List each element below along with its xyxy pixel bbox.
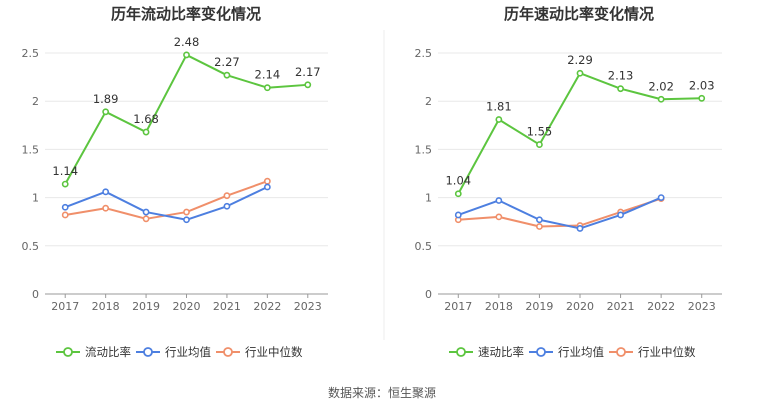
- chart-panel-quick-ratio: 历年速动比率变化情况 0 0.5 1 1.5 2 2.5 2017 2018 2019 2020 20…: [415, 5, 722, 359]
- data-point: [102, 204, 110, 212]
- data-point: [263, 177, 271, 185]
- data-point: [102, 188, 110, 196]
- data-point: [576, 225, 584, 232]
- legend-marker: [223, 347, 233, 357]
- y-tick-label: 0.5: [22, 240, 40, 253]
- x-tick-label: 2022: [647, 300, 675, 313]
- data-point: [61, 203, 69, 211]
- x-tick-label: 2019: [132, 300, 160, 313]
- data-point: [617, 211, 624, 219]
- data-label: 2.02: [648, 79, 674, 93]
- x-tick-label: 2017: [444, 300, 472, 313]
- data-point: [536, 223, 543, 230]
- legend-label: 流动比率: [85, 345, 131, 359]
- data-source-text: 数据来源：恒生聚源: [328, 385, 436, 400]
- y-tick-label: 0: [32, 288, 39, 301]
- data-point: [183, 51, 190, 59]
- x-tick-label: 2017: [51, 300, 79, 313]
- x-tick-label: 2018: [485, 300, 513, 313]
- data-point: [263, 84, 271, 92]
- data-point: [223, 71, 231, 79]
- series-line: [457, 196, 662, 230]
- data-label: 2.13: [608, 69, 634, 83]
- y-tick-label: 1.5: [415, 143, 433, 156]
- data-point: [657, 95, 665, 103]
- series-line: [64, 186, 268, 221]
- legend-marker: [616, 347, 626, 357]
- legend-label: 行业均值: [558, 345, 604, 359]
- y-tick-label: 2.5: [415, 47, 433, 60]
- y-tick-label: 2: [32, 95, 39, 108]
- chart-title: 历年速动比率变化情况: [504, 5, 654, 23]
- legend-label: 行业均值: [165, 345, 211, 359]
- legend-label: 行业中位数: [245, 345, 303, 359]
- y-tick-label: 2.5: [22, 47, 40, 60]
- data-point: [223, 202, 231, 210]
- x-tick-label: 2023: [688, 300, 716, 313]
- data-point: [102, 108, 110, 116]
- x-tick-label: 2022: [253, 300, 281, 313]
- data-point: [61, 211, 69, 219]
- data-point: [576, 69, 584, 77]
- legend-marker: [456, 347, 466, 357]
- x-tick-label: 2020: [566, 300, 594, 313]
- data-point: [142, 208, 150, 216]
- y-tick-label: 1: [32, 192, 39, 205]
- data-point: [657, 194, 665, 201]
- legend-marker: [143, 347, 153, 357]
- data-point: [142, 215, 150, 223]
- y-tick-label: 1.5: [22, 143, 40, 156]
- data-point: [536, 141, 543, 148]
- x-tick-label: 2021: [607, 300, 635, 313]
- data-label: 2.48: [174, 35, 200, 49]
- legend-marker: [536, 347, 546, 357]
- data-label: 2.27: [214, 55, 240, 69]
- x-tick-label: 2019: [525, 300, 553, 313]
- y-tick-label: 0.5: [415, 240, 433, 253]
- data-label: 1.89: [93, 92, 119, 106]
- data-label: 1.81: [486, 100, 512, 114]
- data-label: 2.29: [567, 53, 593, 67]
- data-point: [61, 180, 69, 188]
- data-point: [183, 208, 190, 216]
- data-point: [142, 128, 150, 136]
- data-label: 2.14: [255, 68, 281, 82]
- data-point: [223, 192, 231, 200]
- data-point: [617, 85, 624, 93]
- data-label: 1.68: [133, 112, 159, 126]
- y-tick-label: 1: [425, 192, 432, 205]
- y-tick-label: 2: [425, 95, 432, 108]
- chart-title: 历年流动比率变化情况: [111, 5, 261, 23]
- data-point: [495, 116, 503, 123]
- data-point: [263, 183, 271, 191]
- data-label: 2.03: [689, 78, 715, 92]
- data-point: [454, 211, 462, 219]
- x-tick-label: 2021: [213, 300, 241, 313]
- data-point: [454, 190, 462, 198]
- series-line: [65, 180, 268, 220]
- data-label: 1.14: [52, 164, 78, 178]
- data-point: [495, 213, 503, 221]
- series-line: [458, 197, 662, 228]
- legend-label: 速动比率: [478, 345, 524, 359]
- x-tick-label: 2023: [294, 300, 322, 313]
- data-point: [536, 216, 543, 224]
- data-label: 1.55: [527, 125, 553, 139]
- legend-label: 行业中位数: [638, 345, 696, 359]
- legend-marker: [63, 347, 73, 357]
- chart-panel-current-ratio: 历年流动比率变化情况 0 0.5 1 1.5 2 2.5 2017 2018 2019 2020 20…: [22, 5, 328, 359]
- data-point: [183, 216, 190, 224]
- data-point: [495, 197, 503, 204]
- y-tick-label: 0: [425, 288, 432, 301]
- data-label: 1.04: [445, 174, 471, 188]
- data-point: [304, 81, 312, 89]
- data-point: [698, 94, 706, 102]
- x-tick-label: 2018: [92, 300, 120, 313]
- x-tick-label: 2020: [173, 300, 201, 313]
- data-label: 2.17: [295, 65, 321, 79]
